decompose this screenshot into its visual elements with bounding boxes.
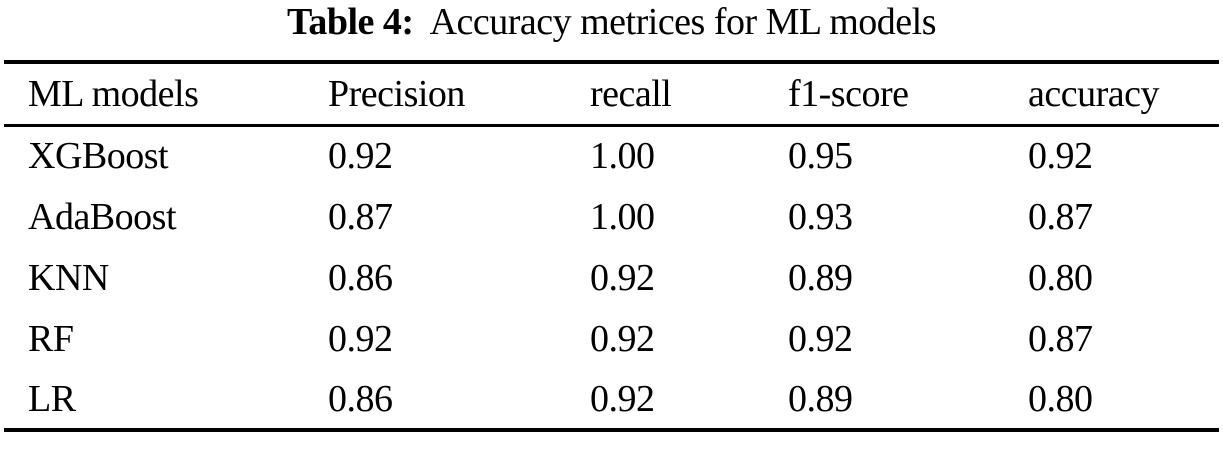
- accuracy-metrics-table: ML models Precision recall f1-score accu…: [4, 60, 1219, 432]
- recall-cell: 0.92: [590, 256, 655, 299]
- table-caption-title: Accuracy metrices for ML models: [429, 1, 937, 43]
- table-row: AdaBoost 0.87 1.00 0.93 0.87: [4, 186, 1219, 247]
- table-caption: Table 4: Accuracy metrices for ML models: [0, 1, 1223, 43]
- f1-score-cell: 0.92: [788, 317, 853, 360]
- precision-cell: 0.87: [328, 195, 393, 238]
- table-header-row: ML models Precision recall f1-score accu…: [4, 62, 1219, 125]
- accuracy-cell: 0.87: [1028, 195, 1093, 238]
- f1-score-cell: 0.89: [788, 377, 853, 420]
- table-row: XGBoost 0.92 1.00 0.95 0.92: [4, 125, 1219, 186]
- accuracy-cell: 0.80: [1028, 377, 1093, 420]
- accuracy-cell: 0.80: [1028, 256, 1093, 299]
- header-cell-f1-score: f1-score: [788, 72, 909, 115]
- table-row: KNN 0.86 0.92 0.89 0.80: [4, 247, 1219, 308]
- header-cell-ml-models: ML models: [28, 72, 199, 115]
- accuracy-cell: 0.87: [1028, 317, 1093, 360]
- model-name-cell: XGBoost: [28, 135, 169, 178]
- recall-cell: 1.00: [590, 195, 655, 238]
- precision-cell: 0.86: [328, 256, 393, 299]
- model-name-cell: RF: [28, 317, 74, 360]
- recall-cell: 1.00: [590, 135, 655, 178]
- f1-score-cell: 0.95: [788, 135, 853, 178]
- f1-score-cell: 0.89: [788, 256, 853, 299]
- accuracy-cell: 0.92: [1028, 135, 1093, 178]
- precision-cell: 0.86: [328, 377, 393, 420]
- header-cell-recall: recall: [590, 72, 672, 115]
- precision-cell: 0.92: [328, 135, 393, 178]
- table-row: LR 0.86 0.92 0.89 0.80: [4, 369, 1219, 430]
- f1-score-cell: 0.93: [788, 195, 853, 238]
- model-name-cell: KNN: [28, 256, 109, 299]
- recall-cell: 0.92: [590, 317, 655, 360]
- table-caption-label: Table 4:: [286, 1, 414, 43]
- precision-cell: 0.92: [328, 317, 393, 360]
- header-cell-accuracy: accuracy: [1028, 72, 1160, 115]
- model-name-cell: LR: [28, 377, 76, 420]
- model-name-cell: AdaBoost: [28, 195, 177, 238]
- recall-cell: 0.92: [590, 377, 655, 420]
- table-row: RF 0.92 0.92 0.92 0.87: [4, 308, 1219, 369]
- header-cell-precision: Precision: [328, 72, 465, 115]
